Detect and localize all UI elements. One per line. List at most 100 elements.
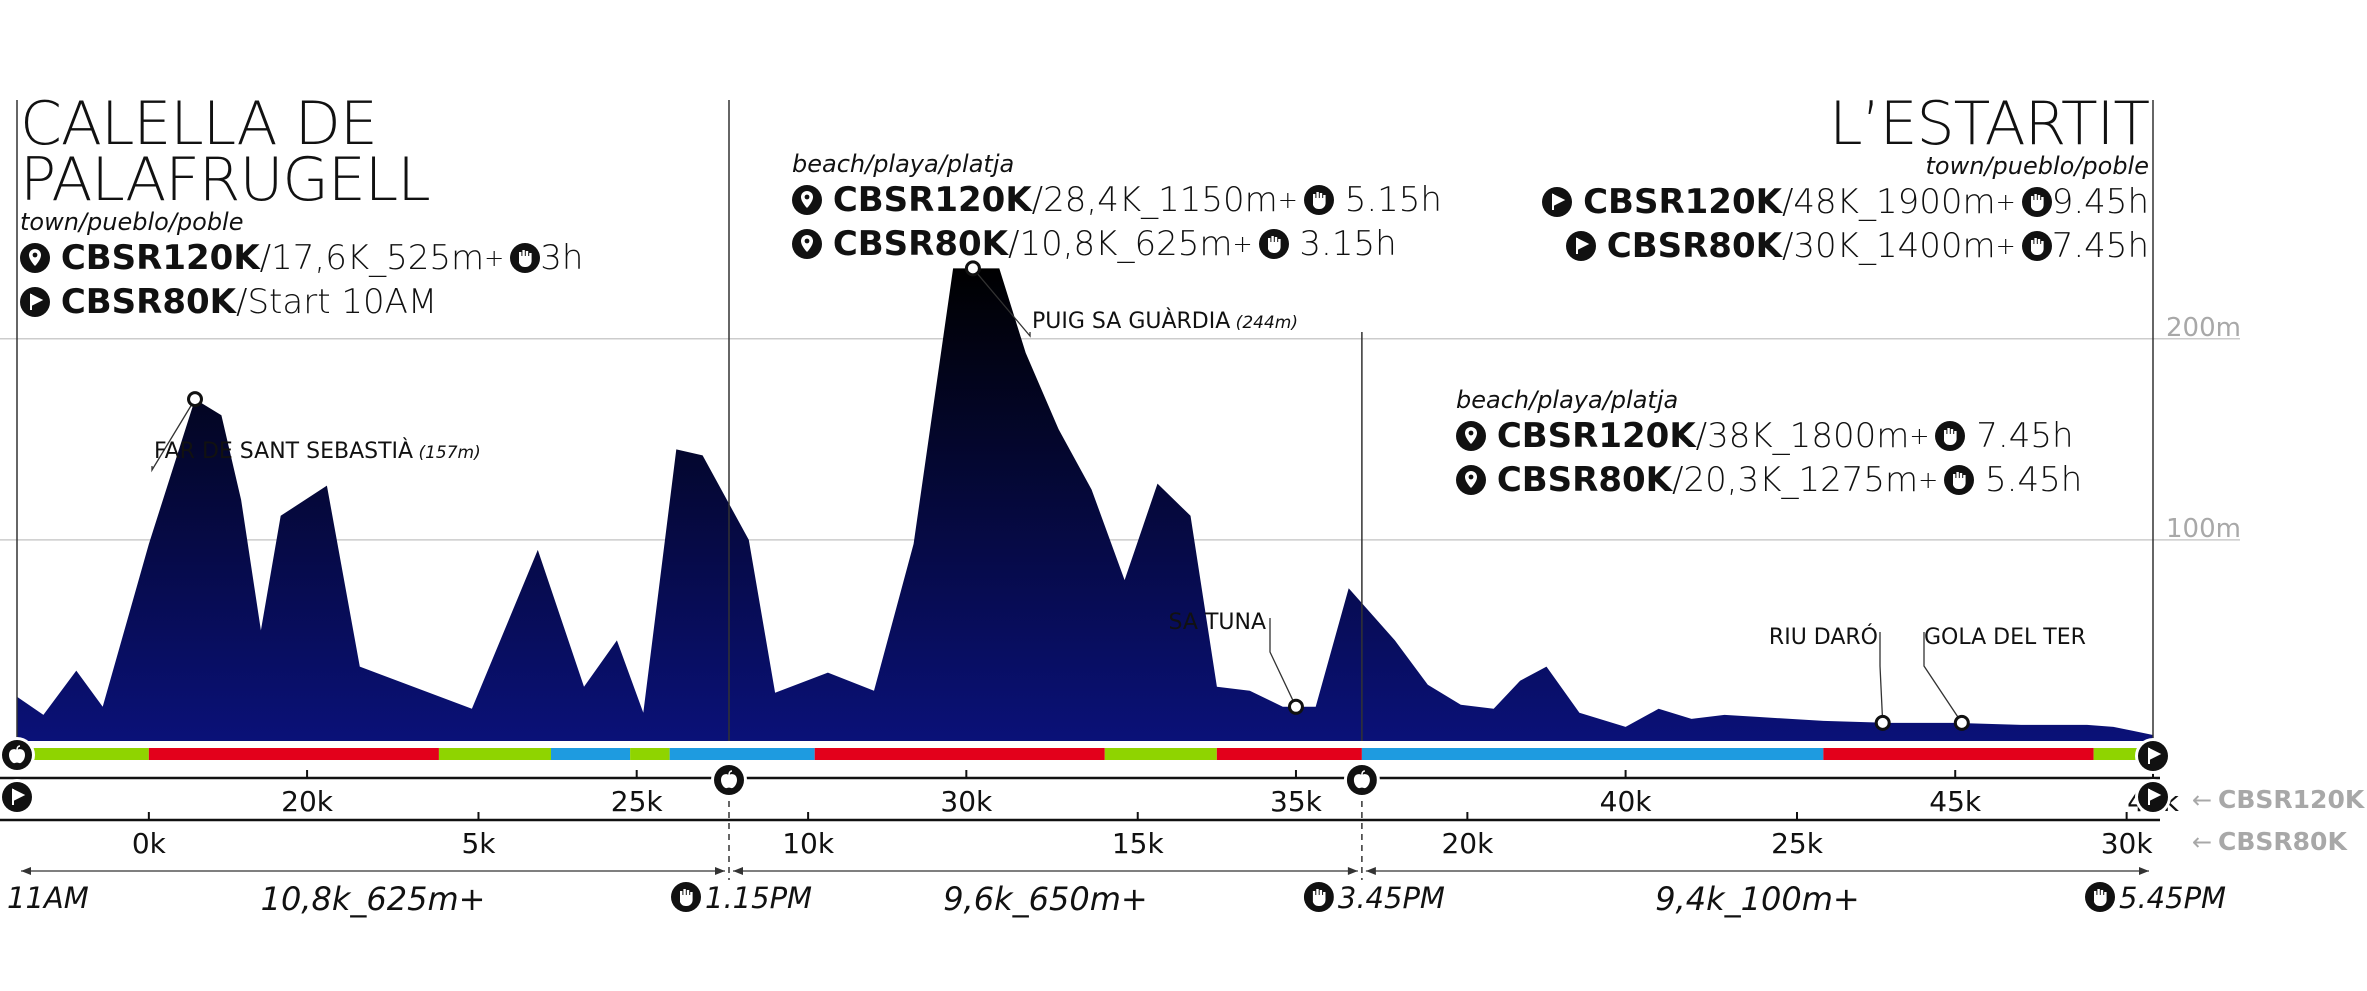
beach2-block: beach/playa/platja CBSR120K/38K_1800m + 7… [1456,386,2082,502]
beach1-block: beach/playa/platja CBSR120K/28,4K_1150m +… [792,150,1442,266]
annotation-label: FAR DE SANT SEBASTIÀ (157m) [154,438,481,464]
surface-segment-road [814,748,1105,760]
stop-hand-icon [1259,229,1289,259]
annotation-label: GOLA DEL TER [1924,625,2086,650]
surface-segment-road [148,748,439,760]
finish-flag-icon [2138,741,2168,771]
route-line-120k: CBSR120K/17,6K_525m +3h [20,236,583,280]
section-summaries: 10,8k_625m+ 11AM 9,6k_650m+ 1.15PM 9,4k_100m… [7,867,2226,918]
section-summary: 9,6k_650m+ [943,880,1147,918]
town-name: L’ESTARTIT [1829,89,2150,159]
x-tick-label-80k: 20k [1441,827,1494,860]
stop-hand-icon [2085,882,2115,912]
stop-hand-icon [2022,187,2052,217]
annotation-leader [972,267,1031,338]
axis-name-120k: CBSR120K [2218,785,2366,814]
route-line-80k: CBSR80K/10,8K_625m + 3.15h [792,222,1442,266]
x-tick-label-120k: 30k [940,785,993,818]
start-flag-icon [2,782,32,812]
annotation-leader [1879,632,1884,723]
annotation-point [964,260,981,277]
surface-segment-trail [30,748,149,760]
x-tick-label-80k: 25k [1771,827,1824,860]
axis-arrow-80k: ← [2192,828,2212,856]
section-dividers [16,100,2154,880]
refreshment-apple-icon [714,765,744,795]
y-gridlines: 100m 200m [0,313,2241,544]
annotation-leader [151,398,196,473]
x-tick-label-120k: 45k [1929,785,1982,818]
location-pin-icon [792,229,822,259]
section-end-time: 5.45PM [2119,881,2226,915]
section-arrow-right [2139,867,2149,875]
route-line-80k: CBSR80K/30K_1400m +7.45h [1542,224,2149,268]
estartit-block: L’ESTARTIT town/pueblo/poble CBSR120K/48… [1542,89,2150,268]
town-name-line1: CALELLA DE [20,89,378,159]
annotation-point [1874,714,1891,731]
section-arrow-right [1347,867,1358,875]
section-arrow-right [715,867,725,875]
section-arrow-left [21,867,31,875]
place-type: beach/playa/platja [1456,386,1679,414]
distance-axes: 20k25k30k35k40k45k48k0k5k10k15k20k25k30k… [0,770,2366,860]
section-arrow-left [733,867,743,875]
stop-hand-icon [1303,882,1334,912]
x-tick-label-120k: 25k [611,785,664,818]
elevation-area [17,268,2153,741]
route-line-80k: CBSR80K/20,3K_1275m + 5.45h [1456,458,2082,502]
stop-hand-icon [1935,421,1965,451]
route-line-120k: CBSR120K/48K_1900m +9.45h [1542,180,2149,224]
surface-segment-road [1216,748,1362,760]
surface-bar [0,741,2160,760]
surface-segment-track [551,748,631,760]
section-start-time: 1.15PM [705,881,812,915]
x-tick-label-80k: 15k [1112,827,1165,860]
annotation-label: PUIG SA GUÀRDIA (244m) [1032,308,1298,334]
section-start-time: 11AM [7,881,89,915]
y-tick-label: 100m [2166,514,2241,544]
elevation-area-layer [17,268,2153,741]
surface-segment-track [669,748,815,760]
annotation-label: SA TUNA [1169,610,1266,635]
stop-hand-icon [1944,465,1974,495]
stop-hand-icon [1304,185,1334,215]
surface-segment-trail [438,748,551,760]
x-tick-label-120k: 20k [281,785,334,818]
location-pin-icon [792,185,822,215]
section-summary: 10,8k_625m+ [261,880,486,918]
annotation-label: RIU DARÓ [1769,624,1878,650]
refreshment-apple-icon [1346,765,1377,795]
x-tick-label-80k: 0k [132,827,167,860]
route-markers [0,737,2171,815]
peak-annotations: FAR DE SANT SEBASTIÀ (157m) PUIG SA GUÀRD… [151,260,2086,731]
route-line-120k: CBSR120K/28,4K_1150m + 5.15h [792,178,1442,222]
axis-arrow-120k: ← [2192,786,2212,814]
x-tick-label-80k: 5k [461,827,496,860]
refreshment-apple-icon [2,740,32,770]
start-flag-icon [20,287,50,317]
section-summary: 9,4k_100m+ [1655,880,1859,918]
stop-hand-icon [510,243,540,273]
section-start-time: 3.45PM [1338,881,1445,915]
surface-segment-road [1823,748,2094,760]
annotation-point [1953,714,1970,731]
axis-name-80k: CBSR80K [2218,827,2348,856]
town-name-line2: PALAFRUGELL [20,145,431,215]
route-line-120k: CBSR120K/38K_1800m + 7.45h [1456,414,2082,458]
surface-segment-trail [1104,748,1217,760]
place-type: beach/playa/platja [792,150,1015,178]
x-tick-label-120k: 35k [1270,785,1323,818]
finish-flag-icon [2138,782,2168,812]
location-pin-icon [1456,421,1486,451]
section-arrow-left [1365,867,1376,875]
x-tick-label-120k: 40k [1600,785,1653,818]
surface-segment-trail [630,748,670,760]
annotation-point [187,391,203,408]
y-tick-label: 200m [2166,313,2241,343]
annotation-point [1287,698,1304,715]
place-type: town/pueblo/poble [20,208,244,236]
stop-hand-icon [671,882,701,912]
stop-hand-icon [2022,231,2052,261]
finish-flag-icon [1542,187,1572,217]
